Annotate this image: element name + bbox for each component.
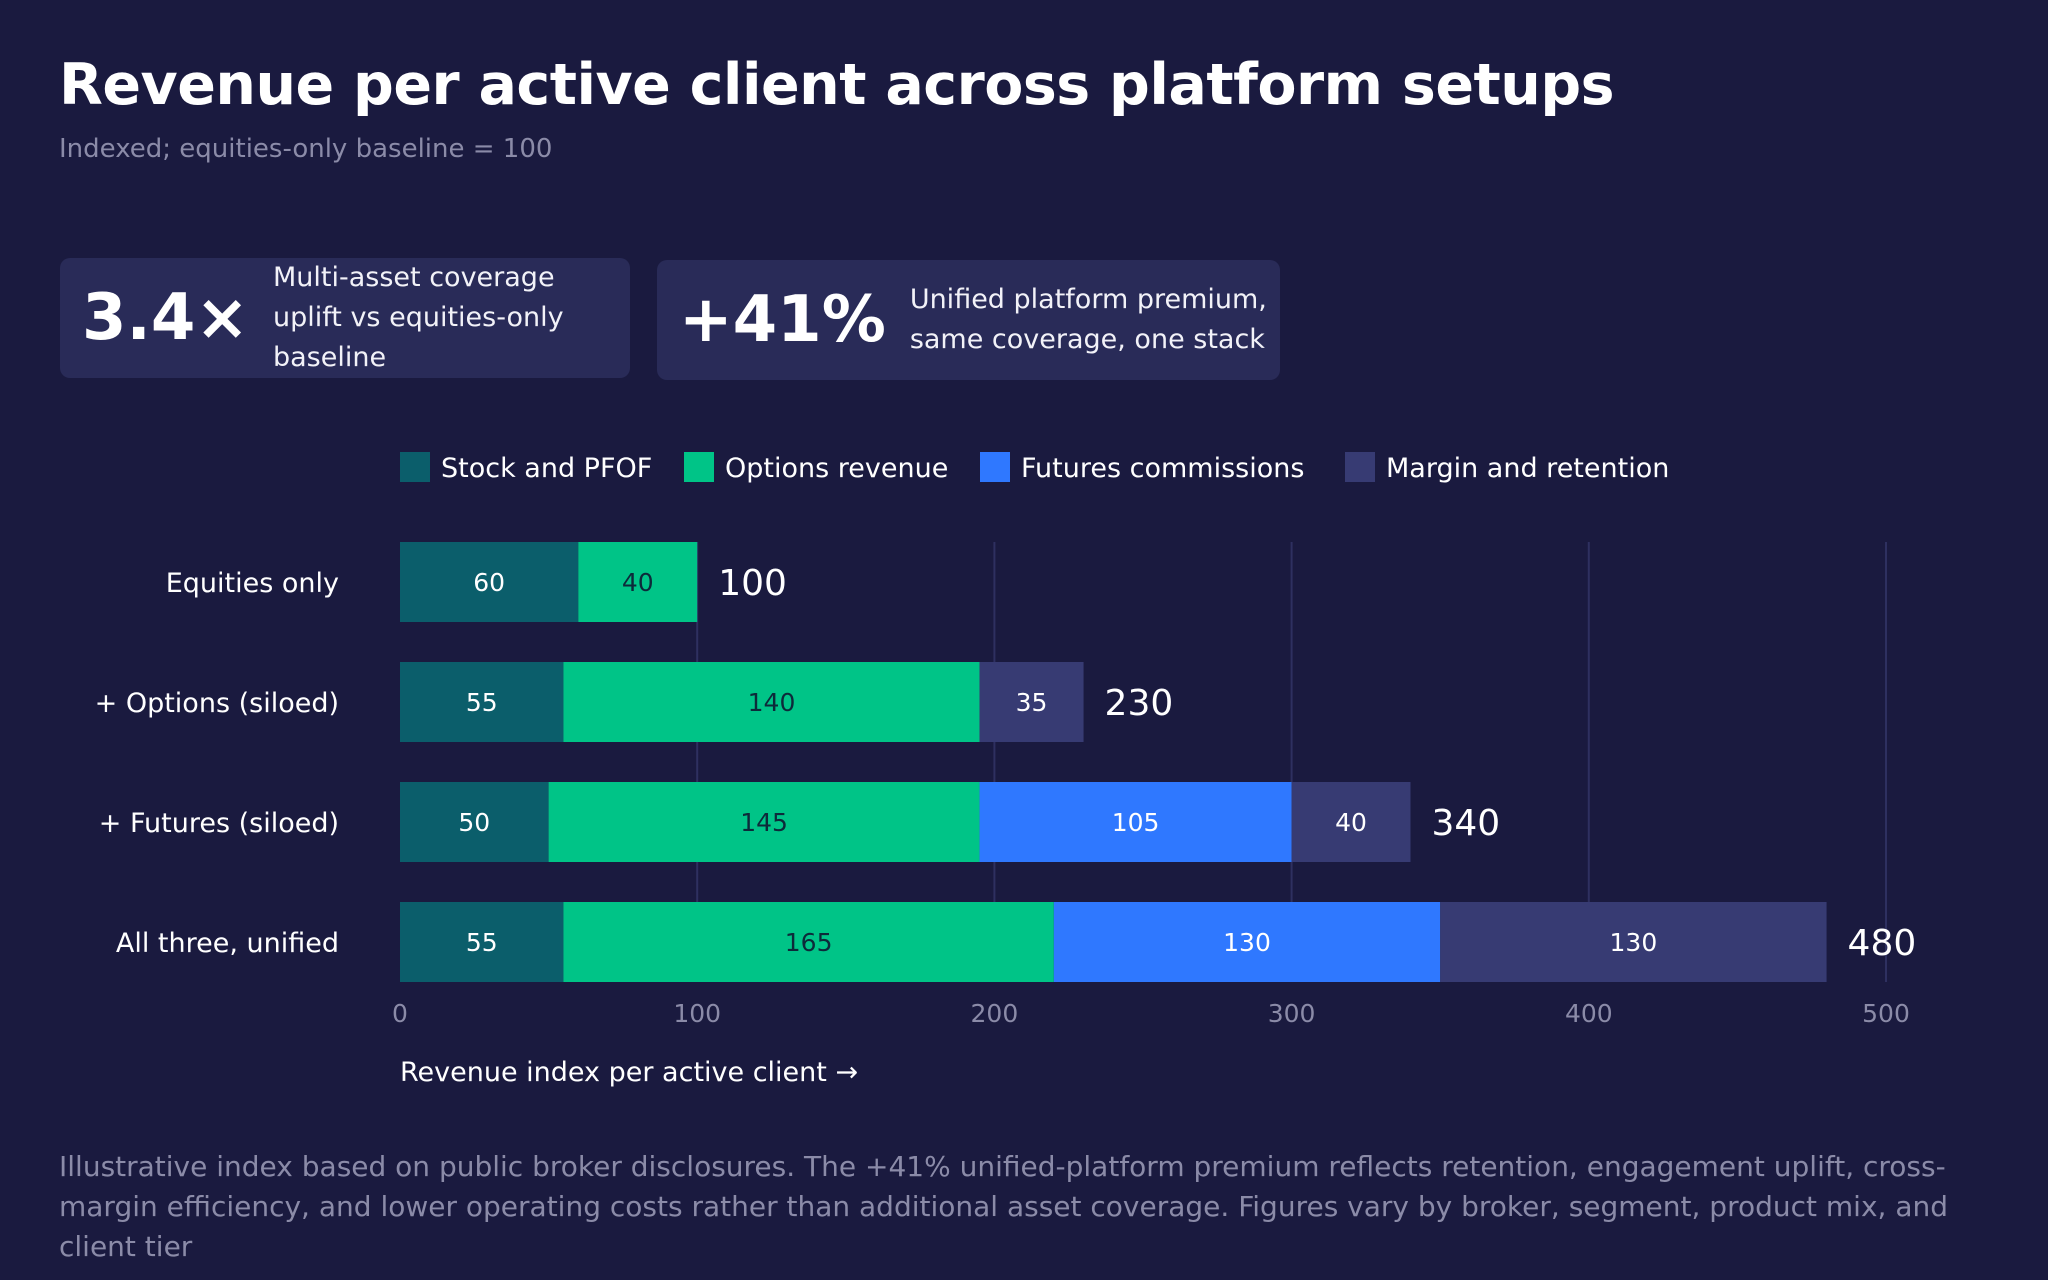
category-label: + Futures (siloed) (99, 808, 339, 839)
kpi-card-platform-premium: +41% Unified platform premium, same cove… (657, 260, 1280, 380)
bar-segment (400, 662, 564, 742)
bar-data-label: 55 (466, 688, 498, 717)
category-label: All three, unified (116, 928, 339, 959)
kpi-value: +41% (679, 283, 886, 357)
chart-title: Revenue per active client across platfor… (59, 52, 1615, 118)
bar-data-label: 40 (1335, 808, 1367, 837)
bar-segment (563, 902, 1054, 982)
x-tick-label: 200 (971, 999, 1019, 1028)
x-tick-label: 400 (1565, 999, 1613, 1028)
bar-total-label: 340 (1431, 803, 1500, 844)
x-tick-label: 500 (1862, 999, 1910, 1028)
bar-segment (979, 782, 1292, 862)
bar-data-label: 130 (1610, 928, 1658, 957)
bar-data-label: 50 (458, 808, 490, 837)
chart-subtitle: Indexed; equities-only baseline = 100 (59, 134, 553, 164)
bar-segment (979, 662, 1084, 742)
bar-segment (1440, 902, 1827, 982)
bar-data-label: 55 (466, 928, 498, 957)
bar-total-label: 480 (1848, 923, 1917, 964)
stacked-bar-chart: Stock and PFOF Options revenue Futures com… (95, 452, 1917, 1088)
bar-data-label: 105 (1112, 808, 1160, 837)
kpi-description: Unified platform premium, same coverage,… (909, 284, 1267, 355)
x-tick-label: 300 (1268, 999, 1316, 1028)
bar-segment (400, 542, 579, 622)
kpi-description: Multi-asset coverage uplift vs equities-… (273, 262, 564, 373)
category-label: Equities only (166, 568, 339, 599)
bar-data-label: 130 (1223, 928, 1271, 957)
bar-data-label: 140 (748, 688, 796, 717)
bar-data-label: 60 (473, 568, 505, 597)
legend-swatch (980, 452, 1010, 482)
legend-swatch (400, 452, 430, 482)
footnote: Illustrative index based on public broke… (59, 1150, 1949, 1263)
bar-segment (563, 662, 980, 742)
legend-swatch (1345, 452, 1375, 482)
bar-total-label: 100 (718, 563, 787, 604)
bar-total-label: 230 (1105, 683, 1174, 724)
bar-data-label: 40 (622, 568, 654, 597)
bar-segment (400, 902, 564, 982)
x-axis-label: Revenue index per active client → (400, 1057, 858, 1088)
bar-segment (548, 782, 980, 862)
legend-label: Options revenue (725, 453, 948, 484)
legend-label: Futures commissions (1021, 453, 1304, 484)
kpi-value: 3.4× (82, 281, 249, 355)
x-tick-label: 0 (392, 999, 408, 1028)
bar-segment (1053, 902, 1441, 982)
bar-data-label: 35 (1016, 688, 1048, 717)
bar-data-label: 145 (740, 808, 788, 837)
kpi-card-coverage-uplift: 3.4× Multi-asset coverage uplift vs equi… (60, 258, 630, 378)
bar-segment (400, 782, 549, 862)
x-tick-label: 100 (673, 999, 721, 1028)
legend-swatch (684, 452, 714, 482)
legend-label: Margin and retention (1386, 453, 1669, 484)
bar-segment (578, 542, 698, 622)
bar-data-label: 165 (785, 928, 833, 957)
category-label: + Options (siloed) (95, 688, 339, 719)
legend-label: Stock and PFOF (441, 453, 652, 484)
bar-segment (1291, 782, 1411, 862)
